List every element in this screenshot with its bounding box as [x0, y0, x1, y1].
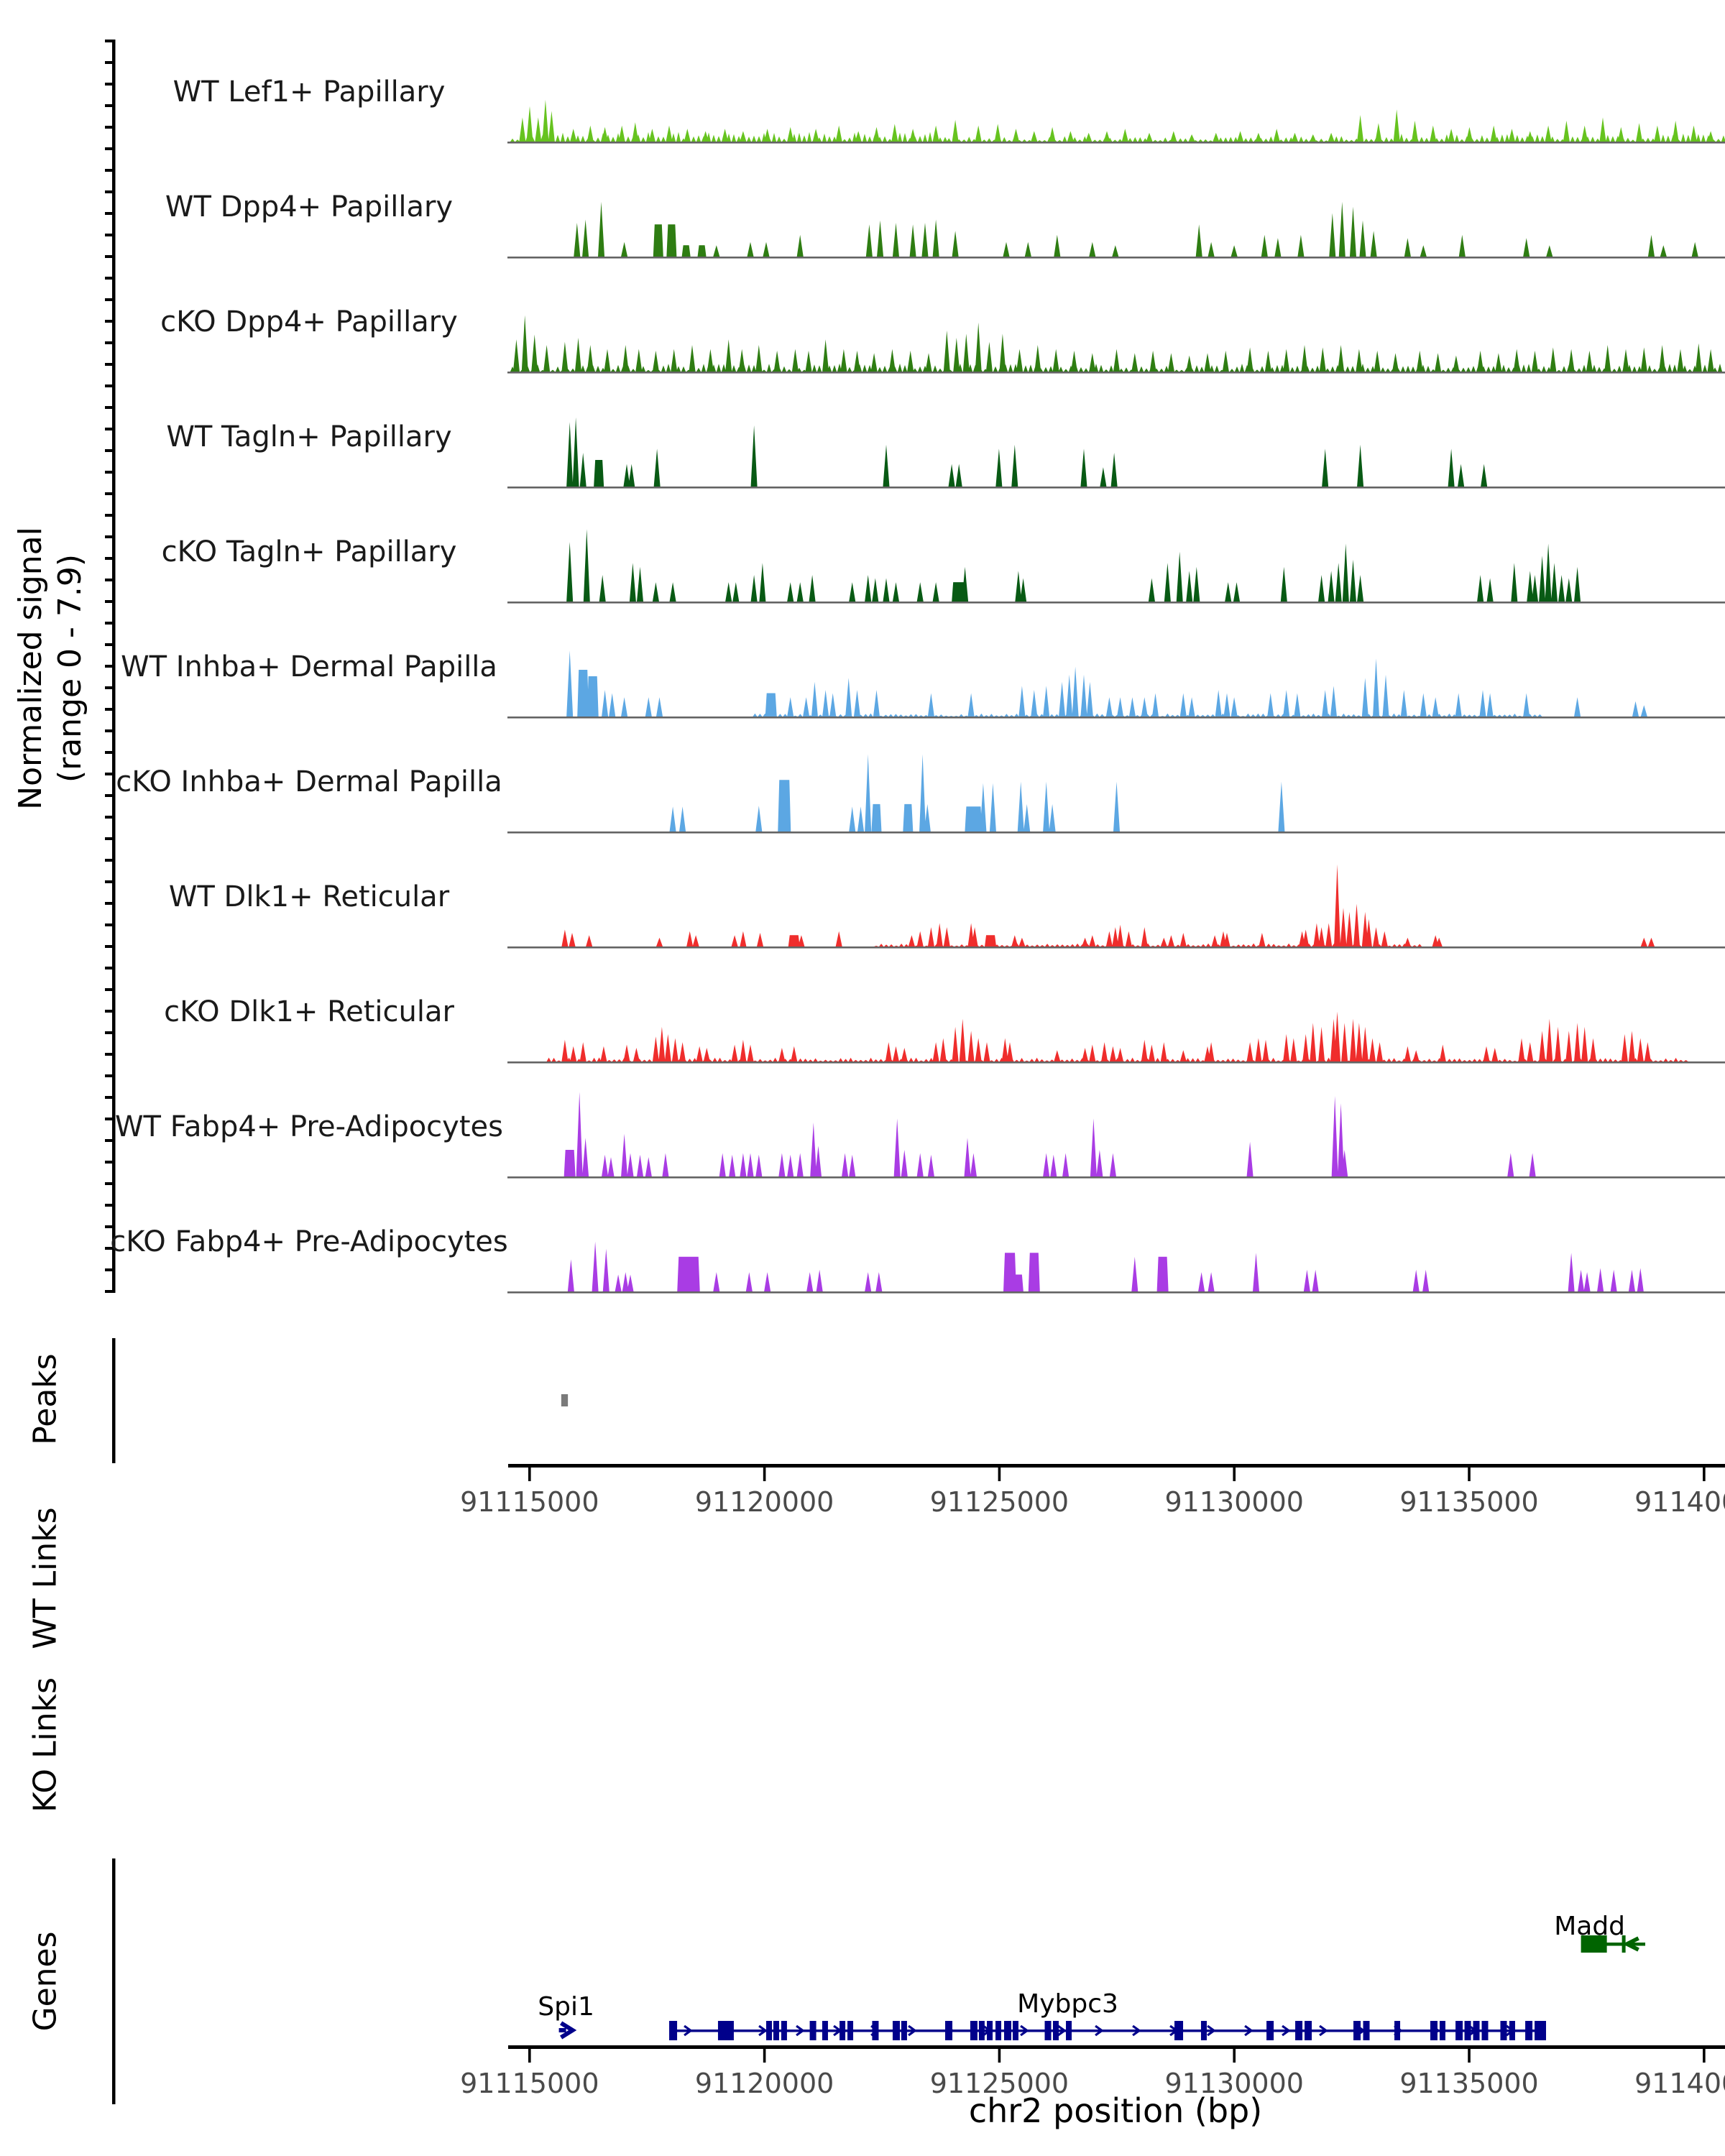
gene-label-mybpc3: Mybpc3 — [1017, 1989, 1118, 2019]
track-label-9: cKO Dlk1+ Reticular — [164, 995, 454, 1028]
signal-track-11 — [567, 1241, 1644, 1291]
track-label-3: cKO Dpp4+ Papillary — [160, 305, 458, 338]
section-label-ko-links: KO Links — [27, 1677, 64, 1813]
tick-label: 91120000 — [694, 2068, 834, 2099]
signal-track-1 — [510, 99, 1725, 142]
tick-label: 91130000 — [1164, 1486, 1304, 1518]
tick-label: 91135000 — [1399, 1486, 1539, 1518]
tick-label: 91125000 — [929, 2068, 1070, 2099]
track-label-10: WT Fabp4+ Pre-Adipocytes — [115, 1110, 503, 1143]
track-label-4: WT Tagln+ Papillary — [166, 420, 452, 453]
track-label-7: cKO Inhba+ Dermal Papilla — [116, 765, 502, 798]
track-label-1: WT Lef1+ Papillary — [172, 75, 446, 109]
gene-label-spi1: Spi1 — [538, 1992, 594, 2022]
signal-track-2 — [574, 201, 1698, 257]
track-label-5: cKO Tagln+ Papillary — [161, 535, 457, 568]
peak-interval — [561, 1394, 569, 1406]
tick-label: 91115000 — [460, 2068, 599, 2099]
track-label-2: WT Dpp4+ Papillary — [165, 190, 454, 224]
signal-track-4 — [566, 417, 1488, 487]
tick-label: 91120000 — [694, 1486, 834, 1518]
track-label-11: cKO Fabp4+ Pre-Adipocytes — [110, 1225, 508, 1258]
signal-track-7 — [669, 754, 1285, 831]
tick-label: 91125000 — [929, 1486, 1070, 1518]
gene-arrow-Spi1 — [558, 2021, 577, 2040]
signal-track-6 — [566, 650, 1647, 717]
y-axis-label-line1: Normalized signal — [12, 527, 49, 810]
signal-track-8 — [561, 864, 1655, 946]
y-axis-label: Normalized signal (range 0 - 7.9) — [11, 527, 90, 810]
signal-track-9 — [546, 1011, 1688, 1061]
section-label-peaks: Peaks — [27, 1353, 64, 1445]
tick-label: 91140000 — [1634, 1486, 1725, 1518]
signal-track-3 — [510, 315, 1722, 372]
track-label-6: WT Inhba+ Dermal Papilla — [121, 650, 497, 683]
x-axis-title: chr2 position (bp) — [968, 2091, 1263, 2130]
tick-label: 91135000 — [1399, 2068, 1539, 2099]
signal-track-10 — [564, 1092, 1536, 1176]
gene-label-madd: Madd — [1554, 1912, 1626, 1941]
tick-label: 91115000 — [460, 1486, 599, 1518]
tick-label: 91140000 — [1634, 2068, 1725, 2099]
signal-track-5 — [566, 529, 1581, 602]
y-axis-label-line2: (range 0 - 7.9) — [52, 553, 88, 783]
track-label-8: WT Dlk1+ Reticular — [168, 880, 450, 913]
section-label-genes: Genes — [27, 1931, 64, 2032]
section-label-wt-links: WT Links — [27, 1507, 64, 1649]
tick-label: 91130000 — [1164, 2068, 1304, 2099]
